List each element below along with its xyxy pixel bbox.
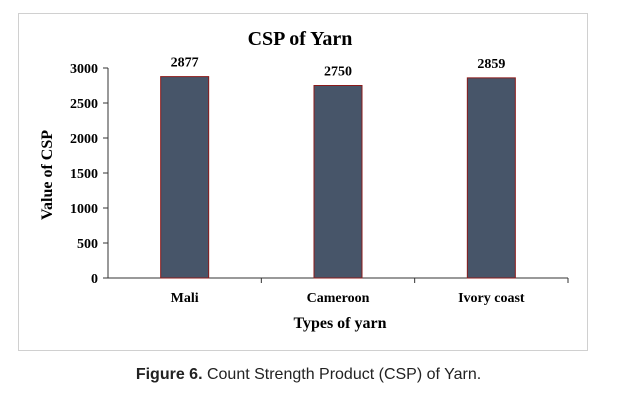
bar-mali <box>160 76 210 279</box>
y-tick-label: 2500 <box>70 97 98 112</box>
y-tick-label: 0 <box>91 272 98 287</box>
caption-label: Figure 6. <box>135 366 203 383</box>
y-axis-label: Value of CSP <box>39 130 56 220</box>
caption-text: Count Strength Product (CSP) of Yarn. <box>202 366 482 383</box>
x-tick-label: Ivory coast <box>458 291 525 306</box>
x-tick-label: Cameroon <box>307 291 370 306</box>
data-label: 2750 <box>324 65 352 80</box>
y-tick-label: 2000 <box>70 132 98 147</box>
bar-chart: CSP of Yarn Value of CSP Types of yarn 0… <box>39 28 569 332</box>
chart-title: CSP of Yarn <box>248 28 353 50</box>
x-axis-label: Types of yarn <box>293 315 386 332</box>
chart-marks: 0 500 1000 1500 2000 2500 3000 2877 Mali 2750 Came… <box>70 56 569 306</box>
bar-cameroon <box>313 85 363 279</box>
y-tick-label: 3000 <box>70 62 98 77</box>
x-tick-label: Mali <box>171 291 199 306</box>
data-label: 2859 <box>477 57 505 72</box>
y-tick-label: 1000 <box>70 202 98 217</box>
data-label: 2877 <box>171 56 199 71</box>
y-tick-label: 500 <box>77 237 98 252</box>
figure-caption: Figure 6. Count Strength Product (CSP) o… <box>0 366 617 384</box>
y-tick-label: 1500 <box>70 167 98 182</box>
bar-ivory-coast <box>466 77 516 279</box>
